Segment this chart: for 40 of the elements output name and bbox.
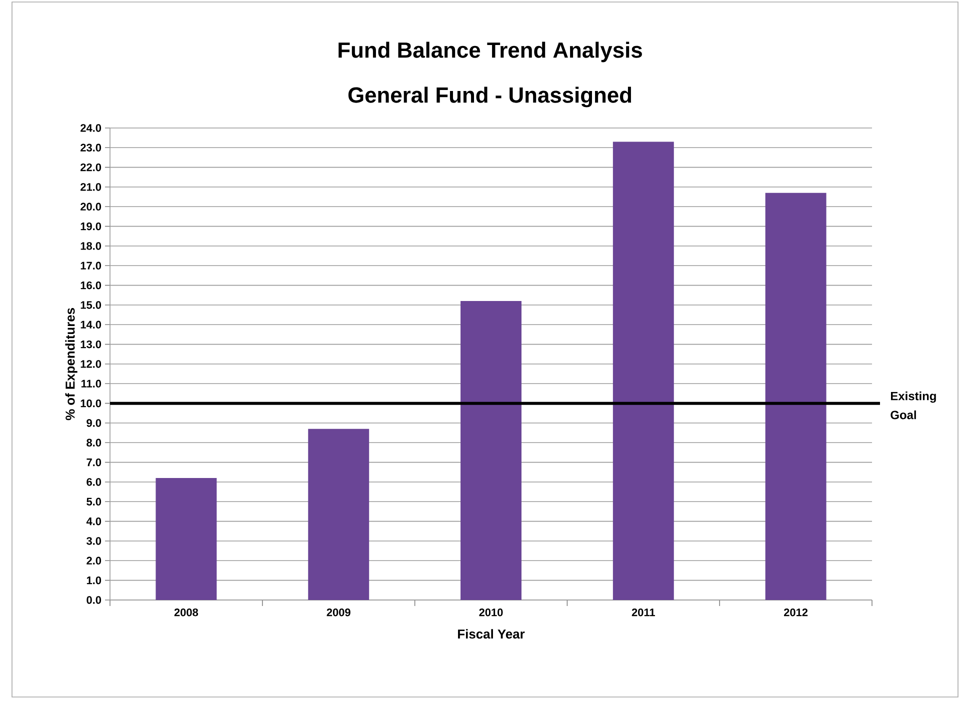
y-tick-label: 1.0: [86, 576, 102, 584]
chart-subtitle: General Fund - Unassigned: [348, 86, 632, 108]
x-tick-label: 2009: [326, 608, 350, 616]
y-tick-label: 24.0: [80, 124, 102, 132]
x-tick-label: 2012: [784, 608, 808, 616]
y-tick-label: 15.0: [80, 301, 102, 309]
y-tick-label: 8.0: [86, 438, 102, 447]
y-tick-label: 22.0: [80, 163, 102, 172]
y-tick-label: 13.0: [80, 340, 102, 348]
bar: [612, 142, 674, 600]
y-tick-label: 18.0: [80, 242, 102, 250]
x-axis-title: Fiscal Year: [458, 629, 525, 639]
bar: [156, 478, 217, 600]
x-tick-label: 2010: [479, 608, 503, 616]
chart-title: Fund Balance Trend Analysis: [338, 42, 642, 62]
y-tick-label: 3.0: [86, 537, 102, 545]
y-tick-label: 17.0: [80, 262, 102, 270]
y-tick-label: 7.0: [86, 458, 102, 466]
y-tick-label: 14.0: [80, 320, 102, 329]
y-tick-label: 16.0: [80, 281, 102, 290]
bar: [308, 428, 370, 600]
y-tick-label: 4.0: [86, 517, 102, 526]
y-tick-label: 11.0: [81, 380, 102, 388]
ref-line-label: Existing Goal: [890, 392, 936, 420]
bar: [765, 192, 826, 600]
y-tick-label: 9.0: [86, 419, 102, 427]
y-tick-label: 19.0: [80, 222, 102, 230]
x-tick-label: 2008: [174, 608, 198, 616]
y-tick-label: 0.0: [86, 596, 102, 604]
x-tick-label: 2011: [632, 608, 655, 616]
y-tick-label: 20.0: [80, 202, 102, 211]
y-tick-label: 12.0: [80, 360, 102, 368]
y-axis-title: % of Expenditures: [65, 308, 78, 420]
y-tick-label: 5.0: [86, 498, 102, 506]
bar: [460, 301, 522, 600]
y-tick-label: 10.0: [80, 399, 102, 408]
y-tick-label: 6.0: [86, 478, 102, 486]
y-tick-label: 2.0: [86, 556, 102, 565]
y-tick-label: 21.0: [80, 183, 102, 191]
y-tick-label: 23.0: [80, 144, 102, 152]
